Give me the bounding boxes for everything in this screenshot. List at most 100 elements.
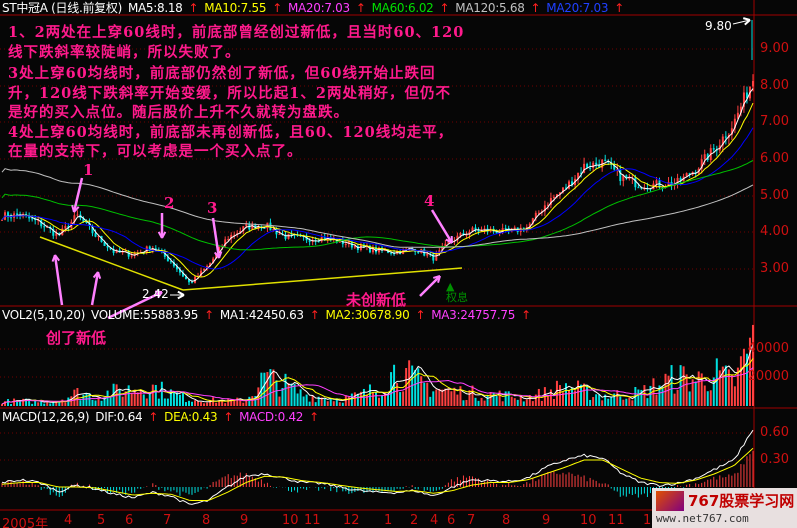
volume-bar xyxy=(175,392,178,406)
candle-body xyxy=(534,212,537,219)
candle-body xyxy=(233,234,236,236)
volume-bar xyxy=(118,389,121,406)
volume-bar xyxy=(727,369,730,406)
candle-body xyxy=(613,164,616,170)
volume-bar xyxy=(212,397,215,406)
volume-bar xyxy=(417,368,420,406)
volume-bar xyxy=(157,398,160,406)
candle-body xyxy=(374,247,377,253)
candle-body xyxy=(73,215,76,222)
volume-bar xyxy=(136,392,139,406)
volume-bar xyxy=(607,398,610,406)
volume-bar xyxy=(586,385,589,406)
candle-body xyxy=(456,235,459,241)
candle-body xyxy=(82,218,85,222)
note-line: 4处上穿60均线时，前底部未再创新低，且60、120线均走平， xyxy=(8,124,454,141)
candle-body xyxy=(287,233,290,239)
candle-body xyxy=(7,212,10,218)
volume-bar xyxy=(492,393,495,406)
candle-body xyxy=(371,247,374,253)
volume-bar xyxy=(299,389,302,406)
candle-body xyxy=(736,112,739,119)
rights-label: ▲ 权息 xyxy=(446,280,468,304)
candle-body xyxy=(432,253,435,261)
volume-tick: 20000 xyxy=(747,369,789,384)
candle-body xyxy=(426,253,429,256)
volume-bar xyxy=(721,366,724,406)
volume-bar xyxy=(592,397,595,406)
candle-body xyxy=(239,231,242,234)
candle-body xyxy=(592,162,595,168)
volume-bar xyxy=(233,399,236,406)
volume-bar xyxy=(435,389,438,406)
annotation-arrow-icon xyxy=(90,271,100,306)
candle-body xyxy=(381,247,384,251)
volume-bar xyxy=(622,399,625,406)
candle-body xyxy=(109,247,112,250)
volume-bar xyxy=(221,399,224,406)
volume-bar xyxy=(580,384,583,406)
date-tick: 9 xyxy=(240,513,249,528)
volume-bar xyxy=(151,384,154,406)
candle-body xyxy=(483,228,486,230)
note-line: 线下跌斜率较陡峭，所以失败了。 xyxy=(8,44,241,61)
candle-body xyxy=(91,226,94,234)
volume-bar xyxy=(85,393,88,406)
candle-body xyxy=(212,258,215,263)
volume-bar xyxy=(154,384,157,406)
macd-tick: 0.60 xyxy=(760,425,789,440)
point-3-label: 3 xyxy=(207,199,218,217)
volume-bar xyxy=(350,393,353,406)
candle-body xyxy=(106,245,109,248)
candle-body xyxy=(507,228,510,232)
candle-body xyxy=(721,136,724,146)
candle-body xyxy=(694,172,697,174)
volume-bar xyxy=(655,394,658,406)
candle-body xyxy=(685,173,688,177)
candle-body xyxy=(269,222,272,231)
volume-bar xyxy=(664,373,667,406)
volume-bar xyxy=(43,403,46,406)
candle-body xyxy=(730,128,733,135)
volume-bar xyxy=(209,400,212,406)
volume-bar xyxy=(148,393,151,406)
volume-bar xyxy=(296,393,299,406)
candle-body xyxy=(604,159,607,161)
volume-bar xyxy=(320,397,323,406)
volume-bar xyxy=(631,400,634,406)
volume-bar xyxy=(540,400,543,406)
volume-bar xyxy=(444,388,447,406)
note-line: 升，120线下跌斜率开始变缓，所以比起1、2两处稍好，但仍不 xyxy=(8,85,451,102)
candle-body xyxy=(1,219,3,221)
volume-bar xyxy=(507,391,510,406)
volume-bar xyxy=(326,401,329,406)
up-arrow-icon: ↑ xyxy=(415,308,426,322)
candle-body xyxy=(40,220,43,227)
volume-bar xyxy=(739,356,742,406)
candle-body xyxy=(172,262,175,267)
annotation-arrow-icon xyxy=(430,209,454,244)
ma60-line xyxy=(1,160,754,251)
ma20-line xyxy=(1,127,754,270)
volume-ma2: MA2:30678.90 xyxy=(325,308,410,322)
ma20b-value: MA20:7.03 xyxy=(546,1,609,15)
volume-bar xyxy=(248,396,251,406)
volume-bar xyxy=(568,390,571,406)
volume-bar xyxy=(697,371,700,406)
volume-bar xyxy=(519,395,522,406)
price-tick: 3.00 xyxy=(760,261,789,276)
volume-bar xyxy=(712,377,715,406)
volume-bar xyxy=(480,397,483,406)
volume-bar xyxy=(700,373,703,406)
volume-bar xyxy=(561,392,564,406)
candle-body xyxy=(586,163,589,168)
dif-line xyxy=(1,429,754,505)
arrowhead-icon xyxy=(177,290,185,300)
candle-body xyxy=(459,233,462,236)
candle-body xyxy=(224,239,227,247)
logo-chart-icon xyxy=(656,491,684,511)
candle-body xyxy=(121,251,124,253)
volume-bar xyxy=(181,391,184,406)
volume-bar xyxy=(239,399,242,406)
